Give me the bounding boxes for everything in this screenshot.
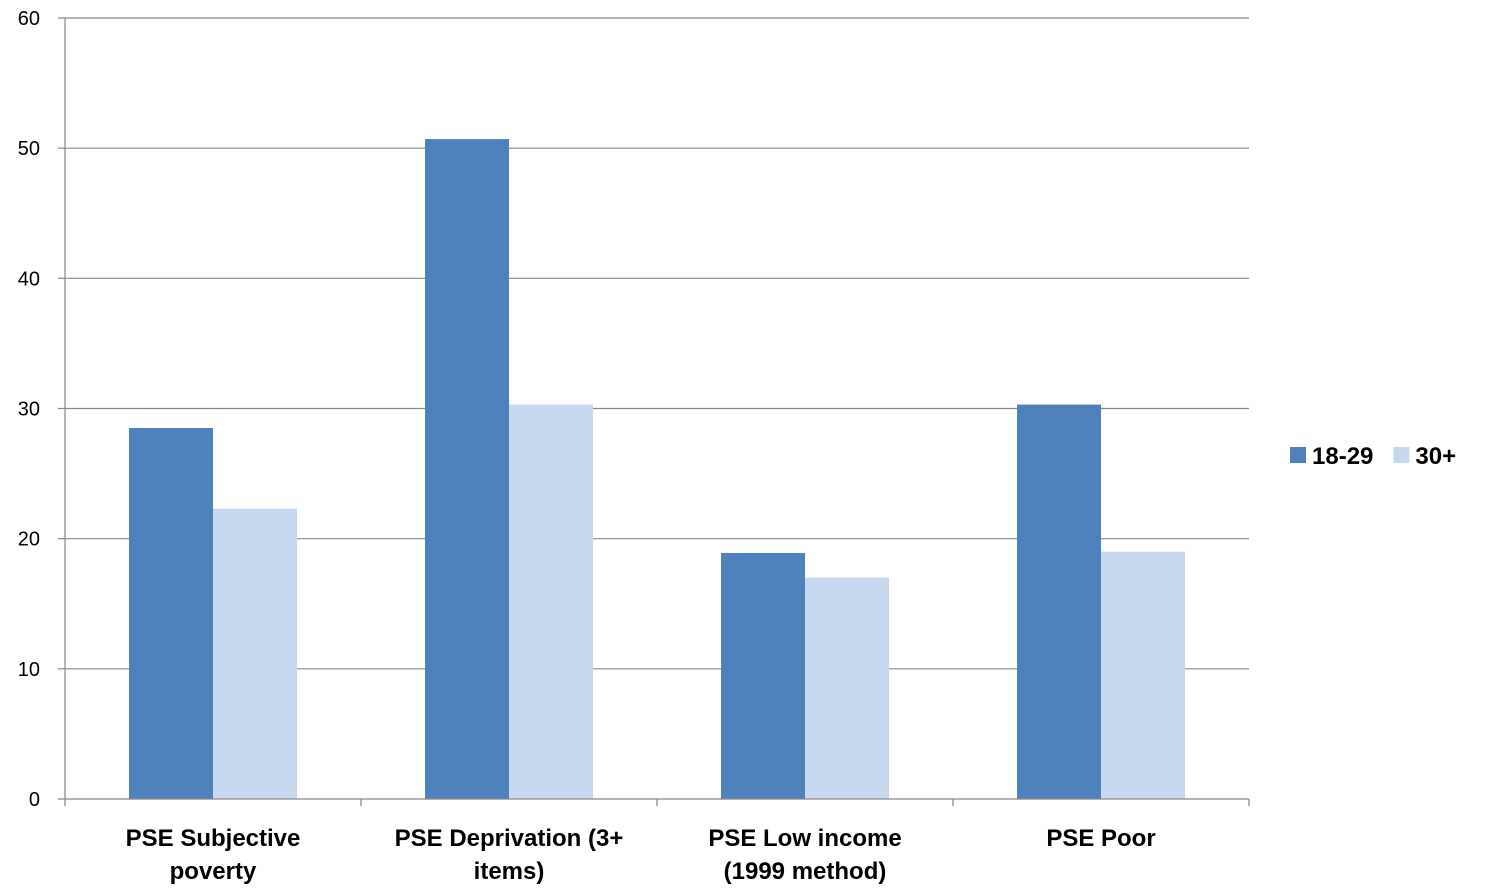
y-tick-label-60: 60 (18, 8, 40, 30)
bar-18-29-3 (1017, 404, 1101, 799)
x-category-label-line: PSE Low income (708, 825, 901, 852)
x-category-label-3: PSE Poor (1046, 825, 1155, 852)
x-category-label-line: PSE Poor (1046, 825, 1155, 852)
bar-30+-2 (805, 577, 889, 799)
y-tick-label-30: 30 (18, 399, 40, 421)
legend: 18-29 30+ (1290, 443, 1456, 470)
legend-label-30+: 30+ (1415, 443, 1456, 470)
y-tick-label-0: 0 (29, 789, 40, 811)
y-tick-label-10: 10 (18, 659, 40, 681)
x-category-label-line: poverty (170, 858, 257, 885)
bar-30+-3 (1101, 551, 1185, 799)
y-tick-label-20: 20 (18, 529, 40, 551)
bar-30+-1 (509, 404, 593, 799)
x-category-label-1: PSE Deprivation (3+ items) (395, 825, 624, 885)
x-category-label-line: (1999 method) (724, 858, 887, 885)
y-tick-label-40: 40 (18, 268, 40, 290)
bar-18-29-2 (721, 552, 805, 799)
y-axis-tick-labels: 0 10 20 30 40 50 60 (18, 8, 40, 811)
bars (129, 139, 1185, 799)
x-category-label-line: PSE Subjective (126, 825, 301, 852)
x-category-label-2: PSE Low income (1999 method) (708, 825, 901, 885)
x-category-label-line: PSE Deprivation (3+ (395, 825, 624, 852)
x-category-label-line: items) (474, 858, 545, 885)
x-category-label-0: PSE Subjective poverty (126, 825, 301, 885)
axes (58, 17, 1250, 806)
y-tick-label-50: 50 (18, 138, 40, 160)
legend-label-18-29: 18-29 (1312, 443, 1373, 470)
legend-swatch-30+ (1393, 447, 1410, 463)
bar-30+-0 (213, 508, 297, 799)
bar-18-29-0 (129, 428, 213, 799)
legend-swatch-18-29 (1290, 447, 1306, 463)
bar-18-29-1 (425, 139, 509, 799)
x-axis-category-labels: PSE Subjective poverty PSE Deprivation (3+… (126, 825, 1156, 885)
